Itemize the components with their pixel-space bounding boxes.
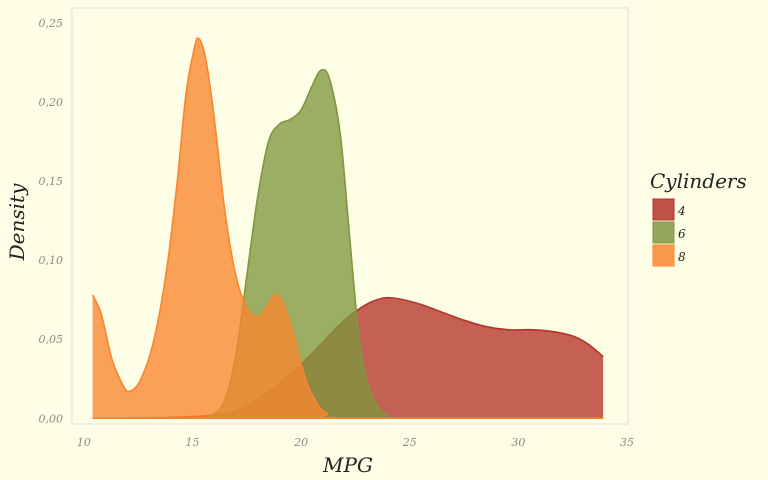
y-tick-label: 0,10 xyxy=(39,254,64,267)
legend-title: Cylinders xyxy=(650,169,747,193)
legend-label-6: 6 xyxy=(678,227,686,241)
legend-label-8: 8 xyxy=(678,250,686,264)
x-axis-title: MPG xyxy=(322,453,373,477)
legend-swatch-4 xyxy=(652,198,675,221)
legend: Cylinders 4 6 8 xyxy=(650,169,747,267)
y-tick-label: 0,05 xyxy=(39,333,64,346)
x-tick-label: 30 xyxy=(511,436,525,449)
x-tick-label: 25 xyxy=(402,436,417,449)
series-layer xyxy=(91,37,604,420)
legend-swatch-6 xyxy=(652,221,675,244)
density-area-6 xyxy=(92,69,604,419)
density-line-8 xyxy=(91,37,604,420)
x-tick-label: 15 xyxy=(185,436,199,449)
y-tick-label: 0,25 xyxy=(39,17,64,30)
x-axis-ticks: 10 15 20 25 30 35 xyxy=(77,436,634,449)
density-area-8 xyxy=(92,37,604,419)
y-tick-label: 0,20 xyxy=(39,96,64,109)
y-axis-title: Density xyxy=(5,183,29,261)
x-tick-label: 35 xyxy=(620,436,634,449)
y-tick-label: 0,15 xyxy=(39,175,64,188)
x-tick-label: 20 xyxy=(293,436,308,449)
legend-label-4: 4 xyxy=(677,204,686,218)
panel-border xyxy=(71,7,629,425)
x-tick-label: 10 xyxy=(77,436,91,449)
y-axis-ticks: 0,00 0,05 0,10 0,15 0,20 0,25 xyxy=(39,17,64,425)
legend-swatch-8 xyxy=(652,244,675,267)
y-tick-label: 0,00 xyxy=(39,412,64,425)
